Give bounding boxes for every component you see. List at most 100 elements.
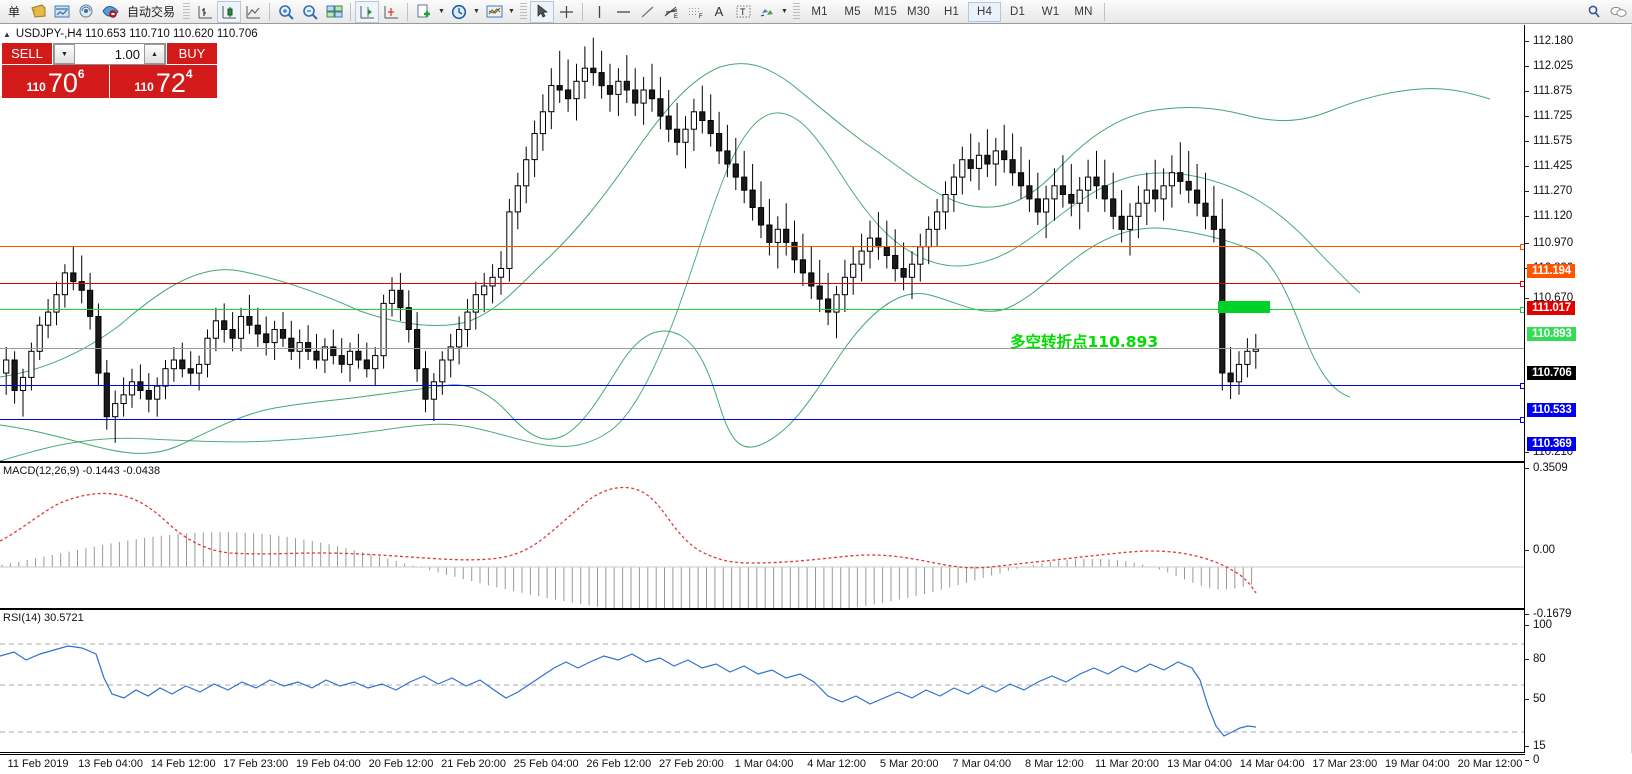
chevron-down-icon[interactable]: ▼ — [438, 8, 445, 15]
chat-icon[interactable] — [1606, 1, 1630, 23]
price-line-110893[interactable] — [0, 307, 1524, 313]
rsi-label: RSI(14) 30.5721 — [3, 612, 84, 624]
price-level-tag[interactable]: 110.706 — [1527, 366, 1576, 380]
price-level-tag[interactable]: 111.017 — [1527, 301, 1575, 315]
axis-tick-label: 50 — [1533, 693, 1546, 705]
timeframe-mn[interactable]: MN — [1074, 5, 1093, 18]
chart-annotation[interactable]: 多空转折点110.893 — [1010, 333, 1159, 351]
period-icon[interactable] — [447, 1, 471, 23]
sell-label[interactable]: SELL — [2, 43, 52, 65]
timeframe-h4[interactable]: H4 — [968, 1, 1002, 22]
timeframe-m15[interactable]: M15 — [874, 5, 897, 18]
axis-tick-label: 80 — [1533, 653, 1546, 665]
price-level-tag[interactable]: 110.533 — [1527, 403, 1576, 417]
chart-area[interactable]: 多空转折点110.893 ▲ USDJPY-,H4 110.653 110.71… — [0, 25, 1632, 774]
timeframe-w1[interactable]: W1 — [1041, 5, 1060, 18]
price-level-tag[interactable]: 111.194 — [1527, 264, 1575, 278]
macd-histogram — [0, 532, 1524, 608]
axis-tick — [1525, 659, 1529, 660]
volume-up-button[interactable]: ▲ — [144, 44, 165, 64]
bar-chart-icon[interactable] — [193, 1, 217, 23]
timeframe-m5[interactable]: M5 — [844, 5, 861, 18]
price-line-110369[interactable] — [0, 417, 1524, 423]
axis-tick-label: 0 — [1533, 754, 1540, 766]
rsi-panel[interactable]: RSI(14) 30.5721 — [0, 609, 1525, 753]
price-tick-label: 111.270 — [1533, 185, 1573, 197]
highlight-box[interactable] — [1218, 301, 1270, 313]
autotrading-label[interactable]: 自动交易 — [127, 5, 176, 19]
axis-tick — [1525, 760, 1529, 761]
timeframe-m30[interactable]: M30 — [907, 5, 930, 18]
candlestick-chart-icon[interactable] — [217, 0, 242, 23]
chevron-down-icon-4[interactable]: ▼ — [781, 8, 788, 15]
price-tick — [1525, 116, 1529, 117]
price-level-tag[interactable]: 110.369 — [1527, 437, 1576, 451]
text-icon[interactable]: A — [714, 4, 724, 19]
line-chart-icon[interactable] — [241, 1, 265, 23]
buy-price-fraction: 4 — [185, 67, 193, 81]
sell-price-button[interactable]: 110 70 6 — [2, 65, 109, 98]
fibo-fan-icon[interactable]: F — [683, 1, 707, 23]
shapes-icon[interactable] — [755, 1, 779, 23]
axis-tick — [1525, 452, 1529, 453]
toolbar-separator-2 — [520, 2, 528, 21]
data-window-icon[interactable] — [50, 1, 74, 23]
one-click-trade-panel[interactable]: SELL ▼ 1.00 ▲ BUY 110 70 6 110 — [2, 43, 217, 98]
search-icon[interactable] — [1582, 1, 1606, 23]
sell-price-main: 70 — [47, 68, 78, 98]
axis-tick-label: -0.1679 — [1533, 608, 1572, 620]
indicators-icon[interactable] — [482, 1, 506, 23]
price-level-tag[interactable]: 110.893 — [1527, 327, 1576, 341]
zoom-in-icon[interactable] — [274, 1, 298, 23]
timeframe-h1[interactable]: H1 — [943, 5, 960, 18]
price-line-111017[interactable] — [0, 281, 1524, 287]
wallet-icon[interactable] — [26, 1, 50, 23]
buy-price-button[interactable]: 110 72 4 — [110, 65, 217, 98]
buy-label[interactable]: BUY — [167, 43, 217, 65]
price-tick-label: 111.725 — [1533, 110, 1573, 122]
chevron-down-icon-3[interactable]: ▼ — [508, 8, 515, 15]
time-tick-label: 17 Mar 23:00 — [1312, 758, 1378, 770]
price-line-110533[interactable] — [0, 383, 1524, 389]
timeframe-m1[interactable]: M1 — [811, 5, 828, 18]
price-line-110706-current — [0, 348, 1524, 349]
time-tick-label: 13 Mar 04:00 — [1167, 758, 1233, 770]
volume-down-button[interactable]: ▼ — [54, 44, 75, 64]
price-line-111194[interactable] — [0, 244, 1524, 250]
axis-tick — [1525, 746, 1529, 747]
text-label-icon[interactable]: T — [731, 1, 755, 23]
new-order-icon[interactable]: 单 — [7, 5, 20, 19]
macd-panel[interactable]: MACD(12,26,9) -0.1443 -0.0438 — [0, 462, 1525, 609]
collapse-arrow-icon[interactable]: ▲ — [3, 29, 11, 39]
new-template-icon[interactable] — [412, 1, 436, 23]
tile-windows-icon[interactable] — [322, 1, 346, 23]
signals-icon[interactable] — [74, 1, 98, 23]
auto-scroll-icon[interactable] — [379, 1, 403, 23]
expert-advisor-icon[interactable] — [98, 1, 122, 23]
vertical-line-icon[interactable] — [587, 1, 611, 23]
horizontal-line-icon[interactable] — [611, 1, 635, 23]
price-chart-panel[interactable]: 多空转折点110.893 ▲ USDJPY-,H4 110.653 110.71… — [0, 25, 1525, 462]
timeframe-d1[interactable]: D1 — [1009, 5, 1026, 18]
chevron-down-icon-2[interactable]: ▼ — [473, 8, 480, 15]
macd-signal-line — [0, 486, 1257, 594]
price-tick — [1525, 41, 1529, 42]
chart-shift-icon[interactable] — [355, 0, 380, 23]
cursor-icon[interactable] — [530, 0, 555, 23]
price-tick — [1525, 166, 1529, 167]
buy-price-prefix: 110 — [134, 80, 154, 94]
toolbar-divider — [269, 2, 271, 21]
volume-input[interactable]: 1.00 — [75, 44, 144, 64]
price-axis[interactable]: 112.180 112.025 111.875 111.725 111.575 111.4… — [1525, 25, 1632, 766]
price-tick — [1525, 91, 1529, 92]
axis-tick-label: 100 — [1533, 619, 1552, 631]
time-tick-label: 20 Feb 12:00 — [368, 758, 434, 770]
volume-stepper[interactable]: ▼ 1.00 ▲ — [53, 43, 166, 65]
time-axis[interactable]: 11 Feb 2019 13 Feb 04:00 14 Feb 12:00 17 Fe… — [0, 754, 1525, 774]
trendline-icon[interactable] — [635, 1, 659, 23]
toolbar-divider-3 — [407, 2, 409, 21]
crosshair-icon[interactable] — [554, 1, 578, 23]
zoom-out-icon[interactable] — [298, 1, 322, 23]
fibonacci-icon[interactable]: E — [659, 1, 683, 23]
time-tick-label: 26 Feb 12:00 — [586, 758, 652, 770]
